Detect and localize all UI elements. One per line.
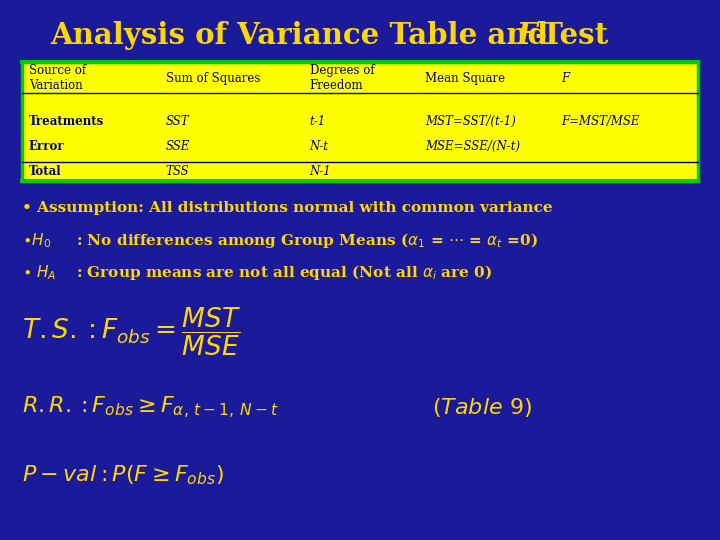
Text: Analysis of Variance Table and: Analysis of Variance Table and [50,21,559,50]
Text: N-1: N-1 [310,165,331,178]
Text: : Group means are not all equal (Not all $\alpha_i$ are 0): : Group means are not all equal (Not all… [76,263,492,282]
Text: F: F [562,72,570,85]
Text: : No differences among Group Means ($\alpha_1$ = $\cdots$ = $\alpha_t$ =0): : No differences among Group Means ($\al… [76,231,538,250]
Text: Degrees of
Freedom: Degrees of Freedom [310,64,374,92]
Text: Mean Square: Mean Square [425,72,505,85]
Text: Sum of Squares: Sum of Squares [166,72,260,85]
Text: MST=SST/(t-1): MST=SST/(t-1) [425,115,516,128]
Text: Source of
Variation: Source of Variation [29,64,86,92]
Text: t-1: t-1 [310,115,326,128]
Text: • Assumption: All distributions normal with common variance: • Assumption: All distributions normal w… [22,201,552,215]
Text: $\bullet H_0$: $\bullet H_0$ [22,231,50,249]
Text: F=MST/MSE: F=MST/MSE [562,115,640,128]
Text: $\bullet\ H_A$: $\bullet\ H_A$ [22,264,56,282]
Text: -Test: -Test [534,21,608,50]
Text: Treatments: Treatments [29,115,104,128]
Text: $T.S.: F_{obs} = \dfrac{MST}{MSE}$: $T.S.: F_{obs} = \dfrac{MST}{MSE}$ [22,306,241,358]
Text: $R.R.: F_{obs} \geq F_{\alpha,\,t-1,\,N-t}$: $R.R.: F_{obs} \geq F_{\alpha,\,t-1,\,N-… [22,395,279,421]
Text: F: F [517,21,538,50]
Text: $(Table\ 9)$: $(Table\ 9)$ [432,396,532,419]
Text: SST: SST [166,115,189,128]
Text: $P-val: P(F \geq F_{obs})$: $P-val: P(F \geq F_{obs})$ [22,463,223,487]
Text: MSE=SSE/(N-t): MSE=SSE/(N-t) [425,140,520,153]
Text: N-t: N-t [310,140,328,153]
Text: Error: Error [29,140,64,153]
Text: SSE: SSE [166,140,190,153]
Text: Total: Total [29,165,61,178]
Text: TSS: TSS [166,165,189,178]
FancyBboxPatch shape [22,62,698,181]
